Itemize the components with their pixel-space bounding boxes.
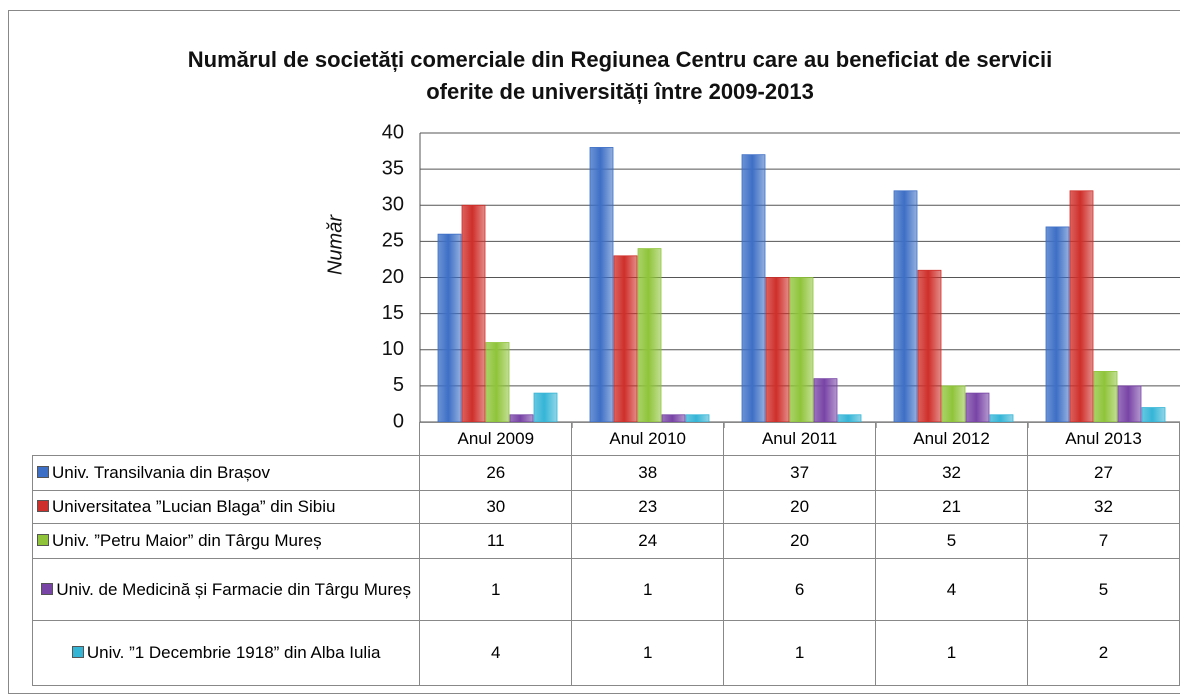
table-value: 1 xyxy=(571,620,725,686)
y-tick-label: 30 xyxy=(382,194,404,216)
data-table: Anul 2009 Anul 2010 Anul 2011 Anul 2012 Anul… xyxy=(31,422,1180,686)
table-value: 1 xyxy=(419,558,573,621)
legend-swatch xyxy=(37,466,49,478)
legend-swatch xyxy=(37,534,49,546)
bar xyxy=(837,414,862,423)
table-value: 32 xyxy=(1027,490,1180,524)
table-row: Univ. de Medicină și Farmacie din Târgu … xyxy=(31,558,1180,621)
table-value: 4 xyxy=(875,558,1028,621)
chart-title: Numărul de societăți comerciale din Regi… xyxy=(187,47,1053,104)
table-value: 20 xyxy=(723,490,877,524)
bar xyxy=(533,392,558,423)
table-value: 27 xyxy=(1027,455,1180,491)
bar xyxy=(789,277,814,423)
table-value: 4 xyxy=(419,620,573,686)
legend-swatch xyxy=(37,500,49,512)
table-value: 30 xyxy=(419,490,573,524)
x-tick-label: Anul 2009 xyxy=(419,422,573,456)
table-value: 26 xyxy=(419,455,573,491)
y-tick-label: 35 xyxy=(382,157,404,179)
y-axis-label: Număr xyxy=(324,214,346,275)
bar xyxy=(685,414,710,423)
legend-label: Univ. de Medicină și Farmacie din Târgu … xyxy=(56,579,411,599)
bar xyxy=(661,414,686,423)
y-tick-label: 15 xyxy=(382,302,404,324)
table-value: 37 xyxy=(723,455,877,491)
bar xyxy=(1117,385,1142,423)
y-tick-label: 25 xyxy=(382,230,404,252)
table-row: Univ. ”Petru Maior” din Târgu Mureș 11 24 2… xyxy=(31,523,1180,559)
table-row: Anul 2009 Anul 2010 Anul 2011 Anul 2012 Anul… xyxy=(32,422,1180,456)
table-value: 24 xyxy=(571,523,725,559)
bar xyxy=(893,190,918,423)
y-tick-label: 20 xyxy=(382,266,404,288)
table-value: 6 xyxy=(723,558,877,621)
bar xyxy=(765,277,790,423)
table-value: 1 xyxy=(723,620,877,686)
legend-entry: Univ. de Medicină și Farmacie din Târgu … xyxy=(31,558,421,621)
y-tick-label: 10 xyxy=(382,338,404,360)
y-tick-label: 0 xyxy=(393,410,404,432)
table-row: Univ. ”1 Decembrie 1918” din Alba Iulia 4… xyxy=(31,620,1180,686)
bar xyxy=(485,342,510,423)
legend-label: Universitatea ”Lucian Blaga” din Sibiu xyxy=(52,497,336,516)
table-value: 20 xyxy=(723,523,877,559)
table-value: 23 xyxy=(571,490,725,524)
legend-entry: Univ. ”Petru Maior” din Târgu Mureș xyxy=(31,523,421,559)
x-tick-label: Anul 2011 xyxy=(723,422,877,456)
bar xyxy=(941,385,966,423)
table-value: 38 xyxy=(571,455,725,491)
bar xyxy=(589,147,614,423)
bar xyxy=(461,204,486,423)
bar xyxy=(1069,190,1094,423)
table-value: 21 xyxy=(875,490,1028,524)
bar xyxy=(1093,371,1118,423)
table-row: Universitatea ”Lucian Blaga” din Sibiu 30… xyxy=(31,490,1180,524)
legend-entry: Univ. ”1 Decembrie 1918” din Alba Iulia xyxy=(31,620,421,686)
table-value: 11 xyxy=(419,523,573,559)
chart-frame xyxy=(8,10,1180,694)
table-value: 7 xyxy=(1027,523,1180,559)
bar xyxy=(509,414,534,423)
table-corner xyxy=(32,422,421,456)
bar xyxy=(1045,226,1070,423)
legend-entry: Univ. Transilvania din Brașov xyxy=(31,455,421,491)
legend-label: Univ. ”1 Decembrie 1918” din Alba Iulia xyxy=(86,643,381,662)
table-value: 5 xyxy=(1027,558,1180,621)
legend-label: Univ. Transilvania din Brașov xyxy=(52,463,270,482)
bar xyxy=(989,414,1014,423)
y-tick-label: 40 xyxy=(382,121,404,143)
bar xyxy=(437,233,462,423)
table-row: Univ. Transilvania din Brașov 26 38 37 32 27 xyxy=(31,455,1180,491)
x-tick-label: Anul 2013 xyxy=(1027,422,1180,456)
bar xyxy=(965,392,990,423)
legend-swatch xyxy=(71,646,84,658)
bar xyxy=(813,378,838,423)
table-value: 1 xyxy=(571,558,725,621)
bar xyxy=(613,255,638,423)
table-value: 2 xyxy=(1027,620,1180,686)
table-value: 5 xyxy=(875,523,1028,559)
table-value: 1 xyxy=(875,620,1028,686)
legend-swatch xyxy=(41,582,54,595)
legend-label: Univ. ”Petru Maior” din Târgu Mureș xyxy=(52,531,322,550)
legend-entry: Universitatea ”Lucian Blaga” din Sibiu xyxy=(31,490,421,524)
bar xyxy=(917,269,942,423)
table-value: 32 xyxy=(875,455,1028,491)
x-tick-label: Anul 2010 xyxy=(571,422,725,456)
y-tick-label: 5 xyxy=(393,374,404,396)
bar xyxy=(637,248,662,423)
bar xyxy=(741,154,766,423)
bar xyxy=(1141,407,1166,423)
x-tick-label: Anul 2012 xyxy=(875,422,1028,456)
